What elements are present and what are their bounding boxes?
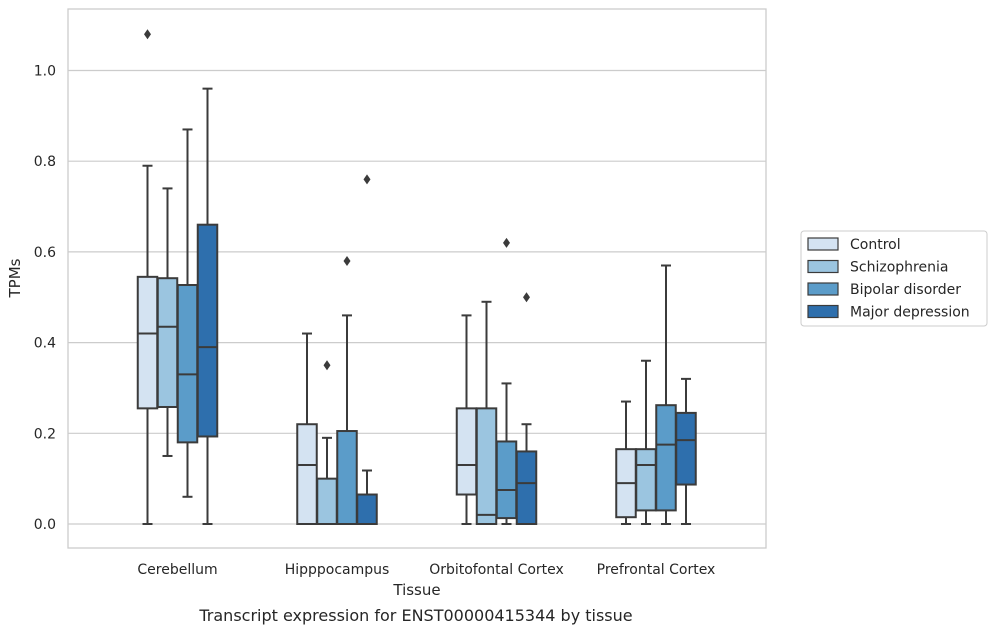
outlier-marker xyxy=(323,360,331,371)
box-3-0 xyxy=(196,87,219,525)
box-series xyxy=(136,29,697,526)
legend-label: Schizophrenia xyxy=(850,260,948,276)
box-3-2 xyxy=(515,292,538,525)
x-axis-label: Tissue xyxy=(392,581,440,599)
box-0-0 xyxy=(136,29,159,525)
box-2-1 xyxy=(336,255,358,525)
x-axis-ticks: Cerebellum Hipppocampus Orbitofontal Corte… xyxy=(137,562,715,578)
outlier-marker xyxy=(363,174,371,185)
outlier-marker xyxy=(343,255,351,266)
y-tick-label: 0.4 xyxy=(34,336,56,352)
outlier-marker xyxy=(523,292,530,303)
legend-label: Bipolar disorder xyxy=(850,282,961,298)
legend-label: Major depression xyxy=(850,305,970,321)
y-tick-label: 0.0 xyxy=(34,517,56,533)
legend-swatch xyxy=(807,259,839,274)
chart-caption: Transcript expression for ENST0000041534… xyxy=(199,606,633,625)
y-axis-label: TPMs xyxy=(6,258,24,298)
plot-area-frame xyxy=(67,8,767,549)
legend: Control Schizophrenia Bipolar disorder Majo… xyxy=(800,230,988,327)
box-1-2 xyxy=(475,300,498,526)
x-tick-label: Hipppocampus xyxy=(285,562,390,578)
box-3-1 xyxy=(356,174,378,525)
box-0-1 xyxy=(296,332,318,526)
box-body xyxy=(455,407,478,496)
box-1-1 xyxy=(316,360,338,525)
box-body xyxy=(515,450,538,525)
box-body xyxy=(196,223,219,438)
outlier-marker xyxy=(144,29,151,40)
y-axis-ticks: 0.0 0.2 0.4 0.6 0.8 1.0 xyxy=(34,64,56,534)
box-body xyxy=(336,430,358,525)
box-body xyxy=(655,404,677,512)
box-1-0 xyxy=(156,187,179,457)
box-2-0 xyxy=(176,128,199,498)
box-1-3 xyxy=(635,359,657,525)
legend-swatch xyxy=(807,237,839,251)
box-body xyxy=(316,477,338,525)
box-body xyxy=(635,448,657,512)
y-tick-label: 0.6 xyxy=(34,245,56,261)
box-2-3 xyxy=(655,264,677,525)
box-0-2 xyxy=(455,314,478,525)
box-3-3 xyxy=(675,377,697,525)
box-body xyxy=(475,407,498,526)
box-body xyxy=(296,423,318,526)
box-body xyxy=(356,493,378,525)
box-body xyxy=(495,440,518,520)
legend-label: Control xyxy=(850,237,901,253)
y-tick-label: 0.2 xyxy=(34,426,56,442)
legend-frame xyxy=(800,230,988,327)
box-body xyxy=(176,284,199,444)
x-tick-label: Orbitofontal Cortex xyxy=(429,562,564,578)
legend-swatch xyxy=(807,282,839,296)
y-tick-label: 0.8 xyxy=(34,154,56,170)
y-tick-label: 1.0 xyxy=(34,64,56,80)
box-body xyxy=(675,411,697,486)
outlier-marker xyxy=(503,237,510,248)
x-tick-label: Cerebellum xyxy=(137,562,217,578)
legend-swatch xyxy=(807,304,839,319)
x-tick-label: Prefrontal Cortex xyxy=(597,562,716,578)
box-body xyxy=(156,277,179,408)
box-body xyxy=(136,275,159,410)
